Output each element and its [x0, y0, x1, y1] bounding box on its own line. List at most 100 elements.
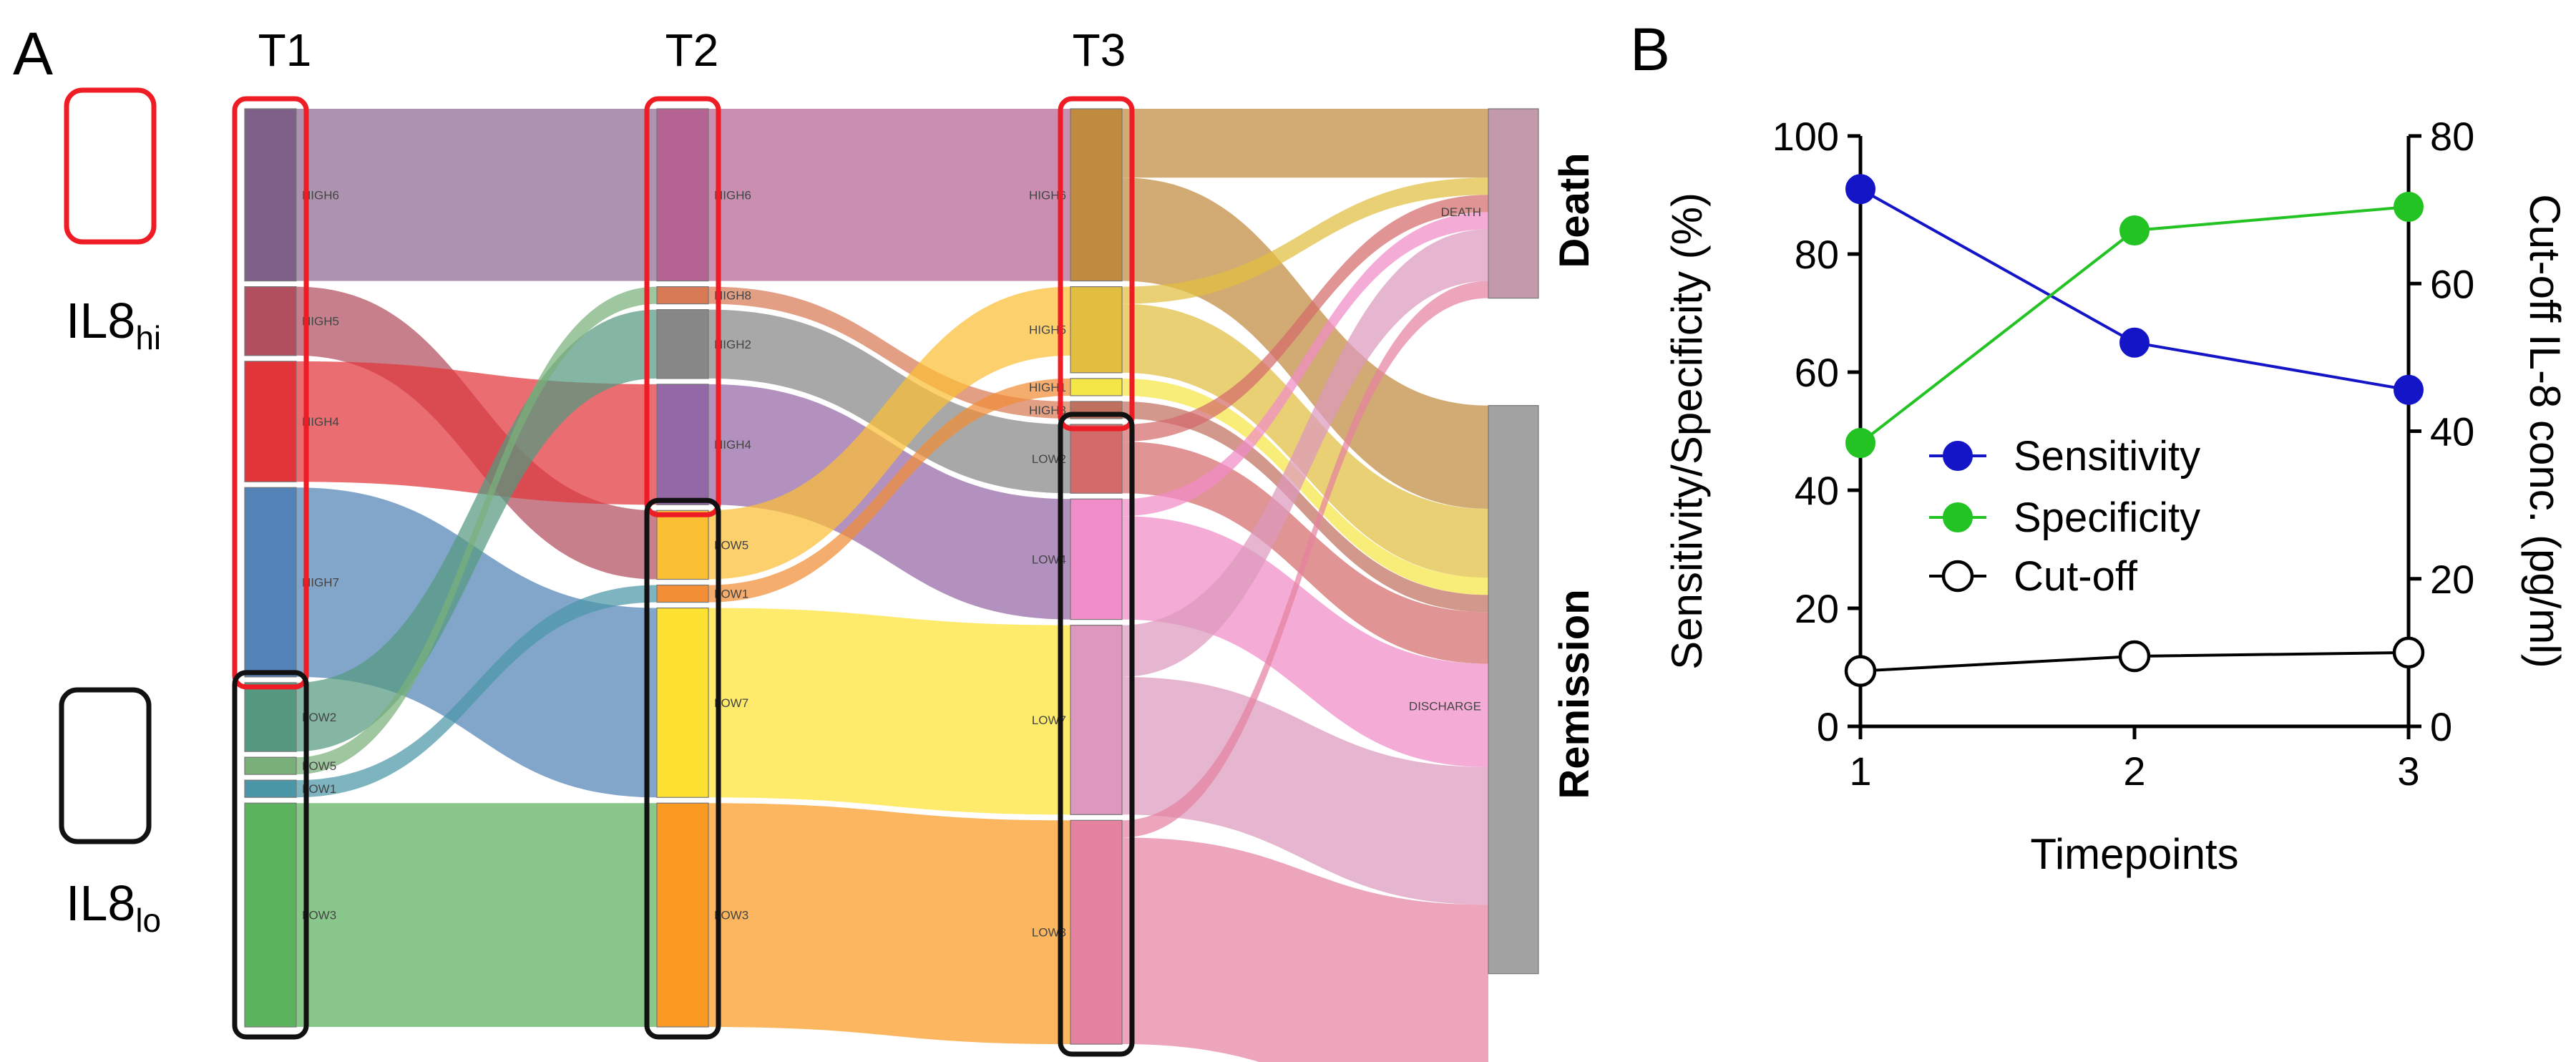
point-specificity-1: [1845, 428, 1875, 458]
node-label-out_death: DEATH: [1441, 205, 1481, 219]
group-box-t3-high: [1058, 96, 1135, 432]
panel-b-letter: B: [1630, 16, 1670, 83]
node-label-t2_low3: LOW3: [714, 909, 748, 922]
point-cut-off-2: [2118, 640, 2151, 673]
sankey-nodes: HIGH6 HIGH5 HIGH4 HIGH7 LOW2 LOW5 LOW1 LOW3 HIGH…: [244, 108, 1539, 1045]
node-label-t3_low2: LOW2: [1032, 452, 1066, 466]
outcome-label-remission: Remission: [1551, 589, 1598, 799]
node-t1_high5: [244, 286, 297, 356]
timepoint-label-t3: T3: [1073, 24, 1126, 76]
group-box-t1-high: [232, 96, 309, 690]
y-tick-label: 20: [1795, 586, 1839, 631]
x-tick-label: 2: [2123, 749, 2145, 794]
node-t3_low2: [1070, 424, 1123, 494]
panel-a-sankey: A IL8hi IL8lo T1 T2 T3 HIGH6HIGH5HIGH4HI…: [13, 20, 1598, 1062]
node-t1_low2: [244, 682, 297, 752]
legend-lo-label: IL8lo: [66, 875, 161, 939]
node-out_discharge: [1488, 405, 1539, 975]
legend-label-specificity: Specificity: [2014, 495, 2200, 541]
legend-lo-box: [59, 687, 152, 844]
node-t1_low1: [244, 779, 297, 798]
node-label-t3_high1: HIGH1: [1029, 381, 1066, 394]
node-label-t1_low3: LOW3: [302, 909, 336, 922]
legend-lo-base: IL8: [66, 875, 135, 931]
legend-label-cut-off: Cut-off: [2014, 553, 2138, 600]
node-t2_low1: [656, 584, 709, 603]
group-box-t1-low: [232, 670, 309, 1040]
flow-t3_low3-to-out_death: [1122, 281, 1488, 838]
node-label-out_discharge: DISCHARGE: [1409, 700, 1481, 713]
chart-series: [1844, 174, 2425, 687]
flow-t3_low4-to-out_discharge: [1122, 516, 1488, 767]
flow-t3_low7-to-out_death: [1122, 229, 1488, 677]
y-tick-label: 40: [1795, 468, 1839, 513]
node-t1_high7: [244, 487, 297, 678]
legend-marker-sensitivity: [1943, 441, 1973, 471]
node-label-t1_high5: HIGH5: [302, 315, 339, 328]
flow-t3_high5-to-out_death: [1122, 177, 1488, 304]
x-axis-title: Timepoints: [2030, 830, 2238, 878]
node-t2_high6: [656, 108, 709, 282]
node-label-t2_high6: HIGH6: [714, 188, 751, 202]
sankey-flows: [296, 109, 1488, 1062]
legend-marker-cut-off: [1941, 560, 1974, 593]
flow-t2_low1-to-t3_high1: [708, 378, 1070, 603]
y2-tick-label: 60: [2430, 261, 2474, 306]
timepoint-label-t2: T2: [665, 24, 719, 76]
point-cut-off-1: [1844, 655, 1877, 687]
node-label-t3_high3: HIGH3: [1029, 404, 1066, 417]
node-out_death: [1488, 108, 1539, 299]
node-t1_high4: [244, 361, 297, 482]
flow-t1_high6-to-t2_high6: [296, 109, 657, 281]
flow-t2_high6-to-t3_high6: [708, 109, 1070, 281]
point-specificity-2: [2119, 215, 2150, 245]
node-t2_high8: [656, 286, 709, 305]
sankey-group-boxes: [232, 96, 1135, 1057]
node-label-t1_low1: LOW1: [302, 782, 336, 796]
group-box-t2-low: [644, 497, 721, 1040]
point-sensitivity-3: [2394, 374, 2424, 405]
y-tick-label: 80: [1795, 232, 1839, 277]
legend-hi-base: IL8: [66, 293, 135, 349]
node-label-t1_high4: HIGH4: [302, 415, 339, 429]
legend-hi-box: [64, 87, 157, 245]
y2-tick-label: 20: [2430, 557, 2474, 602]
legend-label-sensitivity: Sensitivity: [2014, 433, 2200, 479]
node-label-t1_high6: HIGH6: [302, 188, 339, 202]
node-label-t1_high7: HIGH7: [302, 576, 339, 590]
node-t2_low3: [656, 802, 709, 1028]
flow-t1_high7-to-t2_low7: [296, 487, 657, 798]
y2-tick-label: 0: [2430, 704, 2452, 749]
flow-t2_high4-to-t3_low4: [708, 384, 1070, 620]
point-sensitivity-1: [1845, 174, 1875, 205]
node-label-t2_low5: LOW5: [714, 538, 748, 552]
node-t2_low5: [656, 510, 709, 580]
node-label-t1_low2: LOW2: [302, 711, 336, 724]
node-label-t2_low1: LOW1: [714, 588, 748, 601]
node-t2_low7: [656, 607, 709, 798]
chart-legend: Sensitivity Specificity Cut-off: [1929, 433, 2200, 600]
point-cut-off-3: [2392, 636, 2425, 669]
node-label-t2_low7: LOW7: [714, 696, 748, 710]
y-axis-title: Sensitivity/Specificity (%): [1663, 193, 1711, 670]
flow-t2_high8-to-t3_high3: [708, 286, 1070, 419]
node-label-t3_high5: HIGH5: [1029, 323, 1066, 337]
timepoint-label-t1: T1: [258, 24, 312, 76]
node-label-t2_high2: HIGH2: [714, 338, 751, 351]
legend-lo-sub: lo: [135, 902, 161, 939]
y2-tick-label: 80: [2430, 114, 2474, 159]
node-t3_high5: [1070, 286, 1123, 374]
y-tick-label: 60: [1795, 350, 1839, 395]
chart-axes: 0 20 40 60 80 100 0 20 40 60 80 1 2 3 Timepoints Sensit…: [1663, 114, 2569, 878]
flow-t2_low5-to-t3_high5: [708, 286, 1070, 580]
flow-t1_low5-to-t2_high8: [296, 286, 657, 775]
legend-hi-sub: hi: [135, 319, 161, 356]
flow-t2_low7-to-t3_low7: [708, 608, 1070, 815]
node-label-t2_high8: HIGH8: [714, 289, 751, 303]
node-t2_high2: [656, 309, 709, 379]
flow-t1_low1-to-t2_low1: [296, 585, 657, 798]
flow-t1_low3-to-t2_low3: [296, 803, 657, 1027]
y-tick-label: 0: [1817, 704, 1839, 749]
x-tick-label: 3: [2397, 749, 2419, 794]
flow-t3_low4-to-out_death: [1122, 212, 1488, 517]
